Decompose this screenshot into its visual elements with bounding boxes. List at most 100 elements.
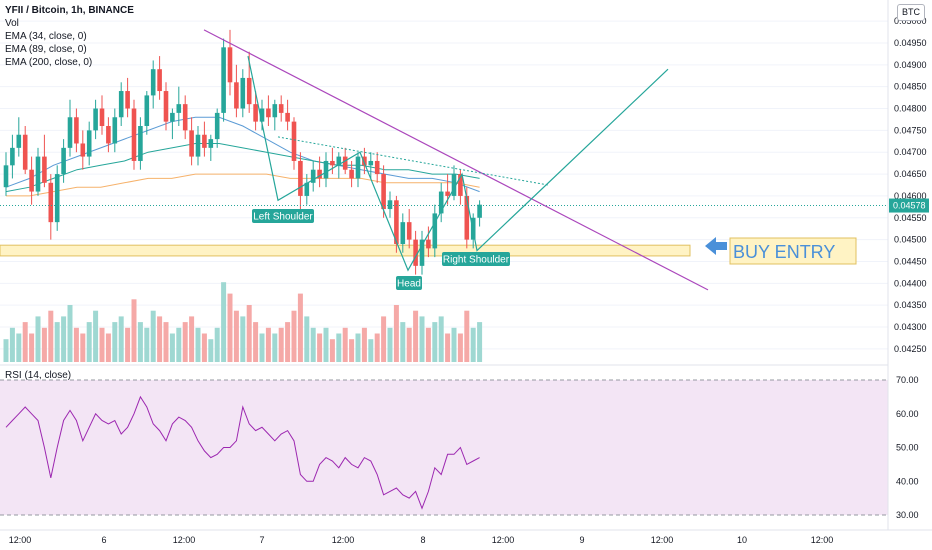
candle-body	[22, 134, 28, 170]
candle-body	[374, 160, 380, 175]
volume-bar	[48, 310, 54, 362]
volume-bar	[253, 322, 259, 362]
volume-bar	[297, 293, 303, 362]
head-label-box	[396, 276, 422, 290]
volume-bar	[381, 316, 387, 362]
volume-bar	[73, 327, 79, 362]
candle-body	[272, 104, 278, 118]
rsi-legend[interactable]: RSI (14, close)	[5, 370, 72, 381]
candle-body	[259, 108, 265, 122]
rsi-line	[5, 395, 480, 510]
volume-bar	[22, 322, 28, 362]
candle-body	[381, 174, 386, 210]
candle-body	[445, 191, 450, 196]
volume-bar	[201, 333, 207, 362]
candle-body	[61, 147, 66, 175]
volume-bar	[86, 322, 92, 362]
price-tick-label: 0.04950	[894, 38, 927, 48]
candle-body	[118, 91, 124, 118]
candle-body	[400, 222, 406, 244]
volume-bar	[61, 316, 67, 362]
price-tick-label: 0.04850	[894, 82, 927, 92]
symbol-title[interactable]: YFII / Bitcoin, 1h, BINANCE	[5, 5, 134, 16]
candle-body	[176, 104, 182, 113]
candle-body	[336, 156, 342, 166]
candle-body	[278, 104, 284, 113]
price-tick-label: 0.04800	[894, 104, 927, 114]
volume-bar	[438, 316, 444, 362]
volume-bar	[246, 305, 252, 362]
candle-body	[35, 156, 41, 192]
indicator-ema-34[interactable]: EMA (34, close, 0)	[5, 31, 87, 42]
candle-body	[163, 91, 169, 122]
volume-bar	[29, 333, 35, 362]
descending-trendline	[203, 29, 709, 291]
currency-badge[interactable]: BTC	[897, 4, 925, 21]
candle-body	[214, 112, 220, 140]
volume-bar	[93, 310, 99, 362]
volume-bar	[368, 339, 374, 362]
volume-bar	[393, 305, 399, 362]
indicator-ema-89[interactable]: EMA (89, close, 0)	[5, 44, 87, 55]
candle-body	[355, 156, 361, 179]
volume-bar	[150, 310, 156, 362]
buy-entry-arrow	[705, 237, 727, 255]
current-price-tag	[889, 198, 929, 213]
time-tick-label: 7	[259, 535, 264, 545]
volume-bar	[240, 316, 246, 362]
time-axis: 12:00 6 12:00 7 12:00 8 12:00 9 12:00 10 12:00	[0, 529, 932, 545]
support-zone-rect	[0, 244, 691, 257]
price-tick-label: 0.04700	[894, 147, 927, 157]
time-tick-label: 12:00	[811, 535, 834, 545]
candle-body	[125, 91, 130, 109]
volume-bar	[105, 333, 111, 362]
pattern-zigzag	[247, 55, 669, 272]
rsi-plot	[5, 395, 480, 510]
indicator-ema-200[interactable]: EMA (200, close, 0)	[5, 57, 93, 68]
candle-body	[426, 239, 431, 249]
price-tick-label: 0.04550	[894, 213, 927, 223]
candle-body	[234, 82, 239, 109]
candle-body	[93, 108, 98, 131]
volume-bar	[425, 327, 431, 362]
volume-bar	[451, 327, 457, 362]
left-shoulder-label: Left Shoulder	[253, 212, 313, 223]
candle-body	[304, 182, 310, 196]
price-tick-label: 0.04600	[894, 191, 927, 201]
volume-bar	[169, 333, 175, 362]
rsi-tick-label: 70.00	[896, 375, 919, 385]
candle-body	[131, 108, 137, 161]
volume-bar	[432, 322, 438, 362]
indicator-vol[interactable]: Vol	[5, 18, 19, 29]
candle-body	[253, 104, 258, 122]
volume-bar	[265, 327, 271, 362]
volume-bar	[457, 333, 463, 362]
volume-bar	[445, 333, 451, 362]
candle-body	[419, 239, 425, 266]
time-tick-label: 9	[579, 535, 584, 545]
volume-bar	[41, 327, 47, 362]
candle-body	[208, 139, 214, 148]
candle-body	[317, 169, 322, 179]
candle-body	[10, 147, 15, 166]
price-grid	[0, 20, 888, 350]
price-tick-label: 0.04650	[894, 169, 927, 179]
volume-bar	[182, 322, 188, 362]
candle-body	[368, 160, 374, 166]
volume-bar	[259, 333, 265, 362]
candle-body	[67, 117, 73, 148]
candle-body	[458, 174, 463, 196]
candle-body	[195, 134, 201, 157]
ema-line	[5, 143, 480, 193]
volume-bar	[413, 310, 419, 362]
volume-bar	[285, 322, 291, 362]
candle-body	[394, 200, 399, 244]
volume-bar	[317, 333, 323, 362]
volume-bar	[406, 327, 412, 362]
candle-body	[182, 104, 188, 131]
volume-bar	[80, 333, 86, 362]
price-tick-label: 0.04300	[894, 322, 927, 332]
candle-body	[227, 47, 233, 83]
price-tick-label: 0.04750	[894, 125, 927, 135]
